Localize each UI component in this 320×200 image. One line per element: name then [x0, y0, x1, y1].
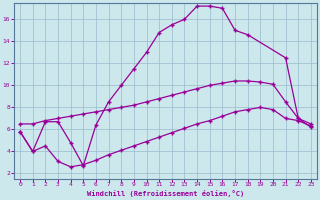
- X-axis label: Windchill (Refroidissement éolien,°C): Windchill (Refroidissement éolien,°C): [87, 190, 244, 197]
